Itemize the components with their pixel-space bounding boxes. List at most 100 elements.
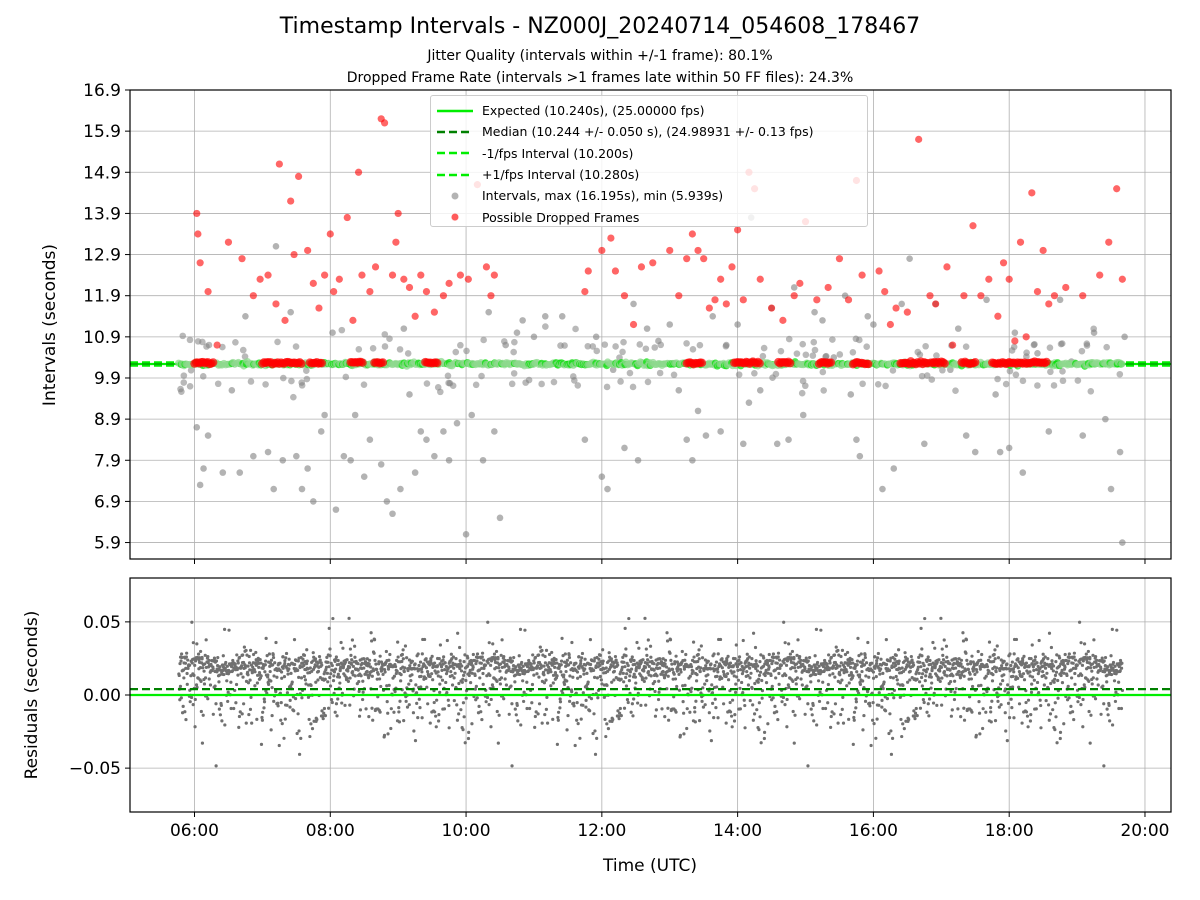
interval-point xyxy=(722,342,730,350)
interval-point xyxy=(798,389,806,397)
residual-point xyxy=(926,702,930,706)
residual-point xyxy=(622,680,626,684)
residual-point xyxy=(509,684,513,688)
residual-point xyxy=(954,687,958,691)
dropped-frame-point xyxy=(224,238,233,246)
residual-point xyxy=(595,736,599,741)
residual-point xyxy=(862,713,866,718)
residual-point xyxy=(452,666,456,670)
residual-point xyxy=(353,644,357,648)
residual-point xyxy=(876,656,880,660)
residual-point xyxy=(413,739,418,743)
residual-point xyxy=(378,710,382,714)
residual-point xyxy=(396,640,400,644)
residual-point xyxy=(838,664,842,668)
interval-point xyxy=(303,375,311,383)
dropped-frame-point xyxy=(666,246,674,255)
residual-point xyxy=(1081,697,1085,702)
residual-point xyxy=(1009,697,1013,701)
residual-point xyxy=(533,655,538,660)
residual-point xyxy=(828,673,832,677)
residual-point xyxy=(854,700,858,704)
residual-point xyxy=(542,673,546,677)
residual-point xyxy=(922,663,926,668)
interval-point xyxy=(247,378,255,385)
dropped-frame-point xyxy=(304,246,312,255)
residual-point xyxy=(433,710,437,714)
residual-point xyxy=(732,719,737,723)
dropped-frame-point xyxy=(903,308,911,316)
residual-point xyxy=(724,674,728,679)
residual-point xyxy=(918,660,922,664)
interval-point xyxy=(1005,444,1013,452)
residual-point xyxy=(675,684,679,689)
residual-point xyxy=(530,682,535,687)
residual-point xyxy=(746,683,751,687)
residual-point xyxy=(469,661,474,665)
residual-point xyxy=(1089,713,1093,717)
residual-point xyxy=(1034,668,1039,672)
residual-point xyxy=(1008,652,1012,656)
residual-point xyxy=(969,660,973,664)
residual-point xyxy=(693,710,697,714)
residual-point xyxy=(489,663,493,667)
residual-point xyxy=(566,713,570,718)
residual-point xyxy=(580,651,585,656)
residual-point xyxy=(657,679,661,683)
residual-point xyxy=(878,672,882,676)
interval-point xyxy=(1116,448,1124,456)
residual-point xyxy=(761,664,766,668)
residual-point xyxy=(468,668,472,673)
residual-point xyxy=(360,661,364,665)
residual-point xyxy=(484,700,488,704)
residual-point xyxy=(758,670,763,674)
residual-point xyxy=(896,648,901,652)
residual-point xyxy=(988,655,992,659)
residual-point xyxy=(527,658,531,663)
residual-point xyxy=(961,639,966,643)
interval-point xyxy=(386,335,393,343)
residual-point xyxy=(578,736,582,740)
residual-point xyxy=(1006,691,1011,695)
residual-point xyxy=(362,666,366,670)
residual-point xyxy=(810,665,814,669)
residual-point xyxy=(838,681,842,685)
residual-point xyxy=(939,616,943,620)
residual-point xyxy=(556,710,561,714)
residual-point xyxy=(696,659,700,664)
residual-point xyxy=(225,679,229,683)
dropped-frame-point xyxy=(335,275,343,283)
residual-point xyxy=(183,661,188,665)
residual-point xyxy=(699,666,703,670)
residual-point xyxy=(1035,661,1039,665)
residual-point xyxy=(277,743,281,748)
dropped-frame-point xyxy=(366,287,374,296)
interval-point xyxy=(952,387,959,395)
interval-point xyxy=(856,452,864,460)
residual-point xyxy=(424,666,429,670)
residual-point xyxy=(780,700,784,704)
residual-point xyxy=(231,658,235,663)
interval-point xyxy=(675,387,683,394)
residual-point xyxy=(201,713,205,717)
residual-point xyxy=(447,703,451,708)
interval-point xyxy=(558,312,566,320)
residual-point xyxy=(809,673,814,677)
residual-point xyxy=(937,677,941,681)
residual-point xyxy=(895,678,899,682)
residual-point xyxy=(592,659,596,663)
residual-point xyxy=(193,725,197,729)
y-tick-label: 0.05 xyxy=(83,613,121,633)
residual-point xyxy=(730,698,735,702)
residual-point xyxy=(365,669,369,674)
residual-point xyxy=(869,743,873,748)
residual-point xyxy=(1044,676,1048,680)
legend-label: Intervals, max (16.195s), min (5.939s) xyxy=(482,188,724,204)
dropped-frame-point xyxy=(326,230,334,238)
residual-point xyxy=(840,648,845,653)
dropped-frame-point xyxy=(915,135,923,143)
residual-point xyxy=(295,731,299,736)
residual-point xyxy=(963,669,968,673)
residual-point xyxy=(408,664,412,668)
residual-point xyxy=(242,702,246,706)
